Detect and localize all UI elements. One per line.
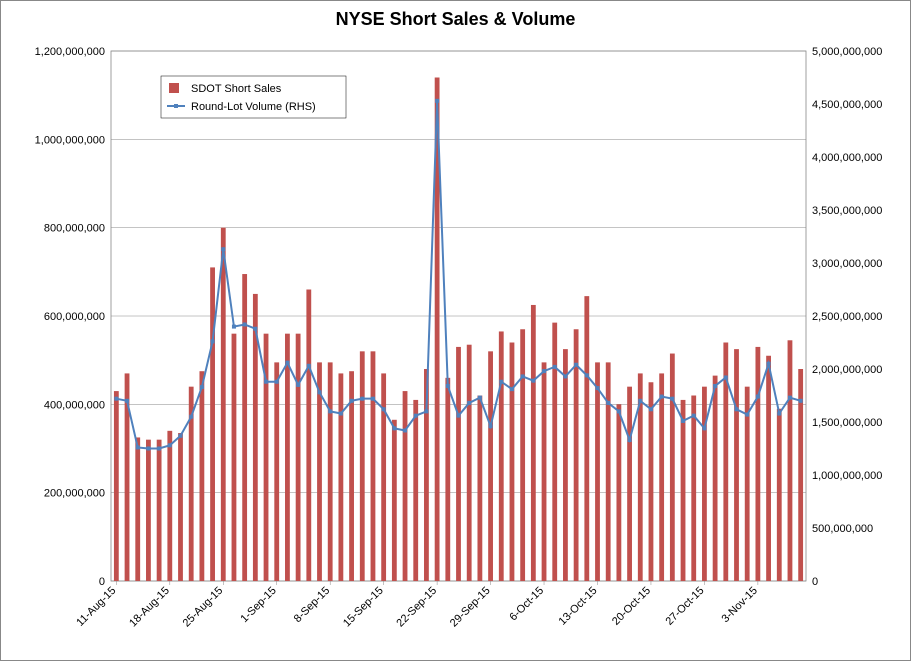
- bar: [221, 228, 226, 581]
- bar: [552, 323, 557, 581]
- bar: [702, 387, 707, 581]
- bar: [232, 334, 237, 581]
- bar: [135, 437, 140, 581]
- bar: [392, 420, 397, 581]
- svg-text:27-Oct-15: 27-Oct-15: [663, 585, 706, 628]
- svg-text:0: 0: [812, 576, 818, 588]
- svg-text:6-Oct-15: 6-Oct-15: [507, 585, 546, 624]
- bar: [777, 409, 782, 581]
- bar: [403, 391, 408, 581]
- svg-text:25-Aug-15: 25-Aug-15: [181, 585, 226, 630]
- bar: [306, 290, 311, 582]
- svg-text:200,000,000: 200,000,000: [44, 488, 105, 500]
- bar: [681, 400, 686, 581]
- bar: [413, 400, 418, 581]
- bar: [328, 362, 333, 581]
- bar: [659, 373, 664, 581]
- bar: [274, 362, 279, 581]
- svg-text:22-Sep-15: 22-Sep-15: [394, 585, 439, 630]
- svg-text:Round-Lot Volume (RHS): Round-Lot Volume (RHS): [191, 101, 316, 113]
- svg-text:800,000,000: 800,000,000: [44, 223, 105, 235]
- bar: [649, 382, 654, 581]
- bar: [627, 387, 632, 581]
- bar: [520, 329, 525, 581]
- svg-text:1,000,000,000: 1,000,000,000: [812, 470, 882, 482]
- svg-text:3,500,000,000: 3,500,000,000: [812, 205, 882, 217]
- svg-text:11-Aug-15: 11-Aug-15: [74, 585, 118, 629]
- bar: [381, 373, 386, 581]
- bar: [531, 305, 536, 581]
- bar: [157, 440, 162, 581]
- svg-text:0: 0: [99, 576, 105, 588]
- bar: [766, 356, 771, 581]
- chart-svg: 0 200,000,000 400,000,000 600,000,000 800,00…: [1, 1, 911, 662]
- bar: [542, 362, 547, 581]
- bar: [445, 378, 450, 581]
- svg-text:1,000,000,000: 1,000,000,000: [35, 134, 105, 146]
- svg-text:3-Nov-15: 3-Nov-15: [720, 585, 760, 625]
- bar: [167, 431, 172, 581]
- bar: [467, 345, 472, 581]
- bar: [146, 440, 151, 581]
- svg-text:13-Oct-15: 13-Oct-15: [557, 585, 600, 628]
- bar: [296, 334, 301, 581]
- bar: [199, 371, 204, 581]
- svg-text:8-Sep-15: 8-Sep-15: [292, 585, 332, 625]
- bar: [713, 376, 718, 581]
- bar: [210, 267, 215, 581]
- bar: [360, 351, 365, 581]
- bar: [285, 334, 290, 581]
- bar: [456, 347, 461, 581]
- bar: [510, 343, 515, 582]
- bar: [595, 362, 600, 581]
- svg-text:20-Oct-15: 20-Oct-15: [610, 585, 653, 628]
- bar: [755, 347, 760, 581]
- svg-text:1,200,000,000: 1,200,000,000: [35, 46, 105, 58]
- bar: [563, 349, 568, 581]
- svg-text:4,500,000,000: 4,500,000,000: [812, 99, 882, 111]
- bar: [691, 396, 696, 582]
- svg-text:2,500,000,000: 2,500,000,000: [812, 311, 882, 323]
- bar: [584, 296, 589, 581]
- bar: [371, 351, 376, 581]
- svg-text:29-Sep-15: 29-Sep-15: [448, 585, 493, 630]
- bar: [114, 391, 119, 581]
- bar: [488, 351, 493, 581]
- bar: [606, 362, 611, 581]
- svg-text:18-Aug-15: 18-Aug-15: [127, 585, 172, 630]
- bar: [670, 354, 675, 581]
- svg-text:4,000,000,000: 4,000,000,000: [812, 152, 882, 164]
- bar: [178, 433, 183, 581]
- bar: [477, 396, 482, 582]
- svg-text:400,000,000: 400,000,000: [44, 399, 105, 411]
- bar: [242, 274, 247, 581]
- bar: [616, 404, 621, 581]
- svg-text:1,500,000,000: 1,500,000,000: [812, 417, 882, 429]
- svg-text:1-Sep-15: 1-Sep-15: [238, 585, 278, 625]
- svg-text:2,000,000,000: 2,000,000,000: [812, 364, 882, 376]
- bar: [734, 349, 739, 581]
- svg-text:3,000,000,000: 3,000,000,000: [812, 258, 882, 270]
- bar: [788, 340, 793, 581]
- svg-text:SDOT Short Sales: SDOT Short Sales: [191, 83, 282, 95]
- svg-text:500,000,000: 500,000,000: [812, 523, 873, 535]
- svg-text:600,000,000: 600,000,000: [44, 311, 105, 323]
- bar: [338, 373, 343, 581]
- svg-text:15-Sep-15: 15-Sep-15: [341, 585, 386, 630]
- svg-text:5,000,000,000: 5,000,000,000: [812, 46, 882, 58]
- bar: [499, 331, 504, 581]
